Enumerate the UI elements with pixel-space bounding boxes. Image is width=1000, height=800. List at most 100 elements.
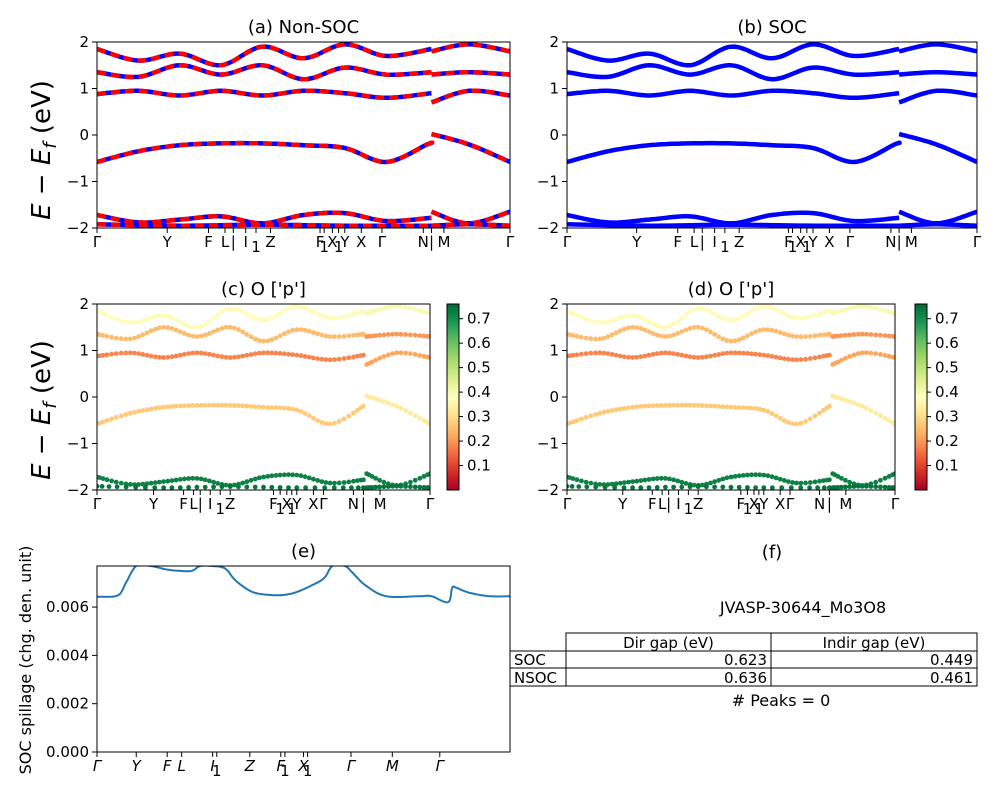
x-tick-label: Y [758, 495, 769, 513]
band-point-0 [100, 419, 106, 425]
x-tick-label: | [429, 233, 434, 251]
band-point-8 [807, 480, 813, 485]
band-point-6 [319, 313, 325, 319]
band-point-2 [626, 354, 631, 360]
band-point-0 [794, 421, 799, 427]
band-point-5 [417, 333, 423, 338]
band-point-4 [781, 331, 787, 337]
band-point-2 [574, 352, 580, 358]
panel-f-title: (f) [762, 542, 782, 563]
x-tick-label: Z [244, 757, 256, 775]
band-point-6 [148, 315, 154, 321]
band-point-4 [351, 332, 356, 338]
band-point-8 [716, 477, 722, 483]
band-point-8 [298, 473, 304, 479]
band-point-0 [817, 410, 822, 416]
band-point-2 [654, 351, 660, 356]
band-point-2 [215, 353, 221, 359]
band-point-2 [570, 352, 576, 358]
band-point-3 [851, 352, 857, 358]
band-point-6 [593, 319, 598, 325]
band-point-0 [157, 405, 162, 411]
band-point-7 [412, 307, 418, 312]
band-point-11 [886, 485, 892, 490]
band-point-6 [286, 306, 291, 311]
band-point-8 [169, 478, 175, 483]
band-point-0 [724, 404, 730, 410]
band-point-2 [132, 350, 137, 356]
band-point-8 [240, 480, 246, 486]
band-point-8 [319, 479, 325, 484]
band-point-8 [663, 476, 668, 481]
band-point-2 [169, 354, 175, 360]
band-point-6 [100, 311, 106, 316]
band-point-5 [851, 332, 857, 337]
band-point-10 [219, 484, 225, 490]
band-point-5 [878, 332, 883, 338]
band-point-4 [252, 336, 258, 342]
x-tick-label: F [204, 233, 213, 251]
band-point-0 [277, 405, 283, 411]
band-point-6 [650, 321, 656, 327]
x-tick-label: F [673, 233, 682, 251]
band-point-4 [777, 330, 783, 335]
band-point-10 [576, 484, 582, 489]
band-point-6 [658, 324, 664, 330]
band-point-4 [298, 327, 304, 332]
band-point-6 [351, 311, 356, 317]
band-point-0 [127, 410, 133, 416]
band-point-9 [369, 474, 375, 479]
band-point-2 [757, 352, 763, 358]
band-point-4 [173, 327, 179, 333]
band-point-1 [843, 397, 848, 403]
band-point-6 [256, 317, 262, 323]
y-tick-label: 2 [549, 295, 559, 313]
band-point-0 [211, 402, 217, 408]
band-point-4 [113, 335, 119, 341]
band-point-4 [704, 327, 709, 333]
band-point-0 [311, 415, 316, 421]
band-point-7 [381, 305, 387, 311]
band-point-3 [373, 357, 378, 363]
band-point-10 [663, 484, 668, 490]
band-point-0 [679, 402, 685, 408]
band-point-10 [654, 485, 660, 490]
band-point-1 [394, 403, 400, 409]
band-point-0 [104, 418, 110, 423]
band-point-11 [403, 484, 408, 489]
colorbar-tick-label: 0.1 [935, 457, 959, 475]
band-point-0 [579, 416, 584, 422]
band-point-4 [601, 335, 607, 341]
y-tick-label: 0 [549, 126, 559, 144]
band-point-4 [716, 334, 722, 340]
band-point-0 [148, 406, 154, 412]
x-tick-label: Γ [891, 495, 900, 513]
band-point-2 [332, 357, 337, 362]
band-point-10 [152, 485, 158, 490]
band-point-0 [144, 407, 150, 413]
band-point-4 [302, 327, 308, 333]
band-point-2 [630, 355, 635, 360]
x-tick-label: M [386, 757, 399, 775]
panel-c-title: (c) O ['p'] [221, 279, 306, 300]
band-point-3 [855, 351, 861, 356]
x-tick-label: X [297, 757, 309, 775]
band-point-4 [650, 331, 656, 336]
x-tick-label: Γ [563, 495, 572, 513]
band-point-6 [745, 310, 750, 316]
band-point-9 [839, 475, 844, 481]
band-point-4 [123, 336, 129, 342]
band-point-2 [177, 352, 183, 358]
band-point-2 [256, 350, 262, 356]
table-cell-dir-gap: 0.636 [724, 669, 767, 687]
band-point-5 [408, 332, 413, 338]
band-point-0 [173, 403, 179, 409]
band-point-0 [626, 405, 631, 411]
band-point-6 [118, 318, 124, 324]
band-point-0 [190, 403, 196, 408]
band-point-2 [724, 350, 730, 356]
band-point-8 [113, 479, 119, 485]
band-point-10 [687, 484, 693, 490]
band-point-6 [194, 324, 200, 330]
